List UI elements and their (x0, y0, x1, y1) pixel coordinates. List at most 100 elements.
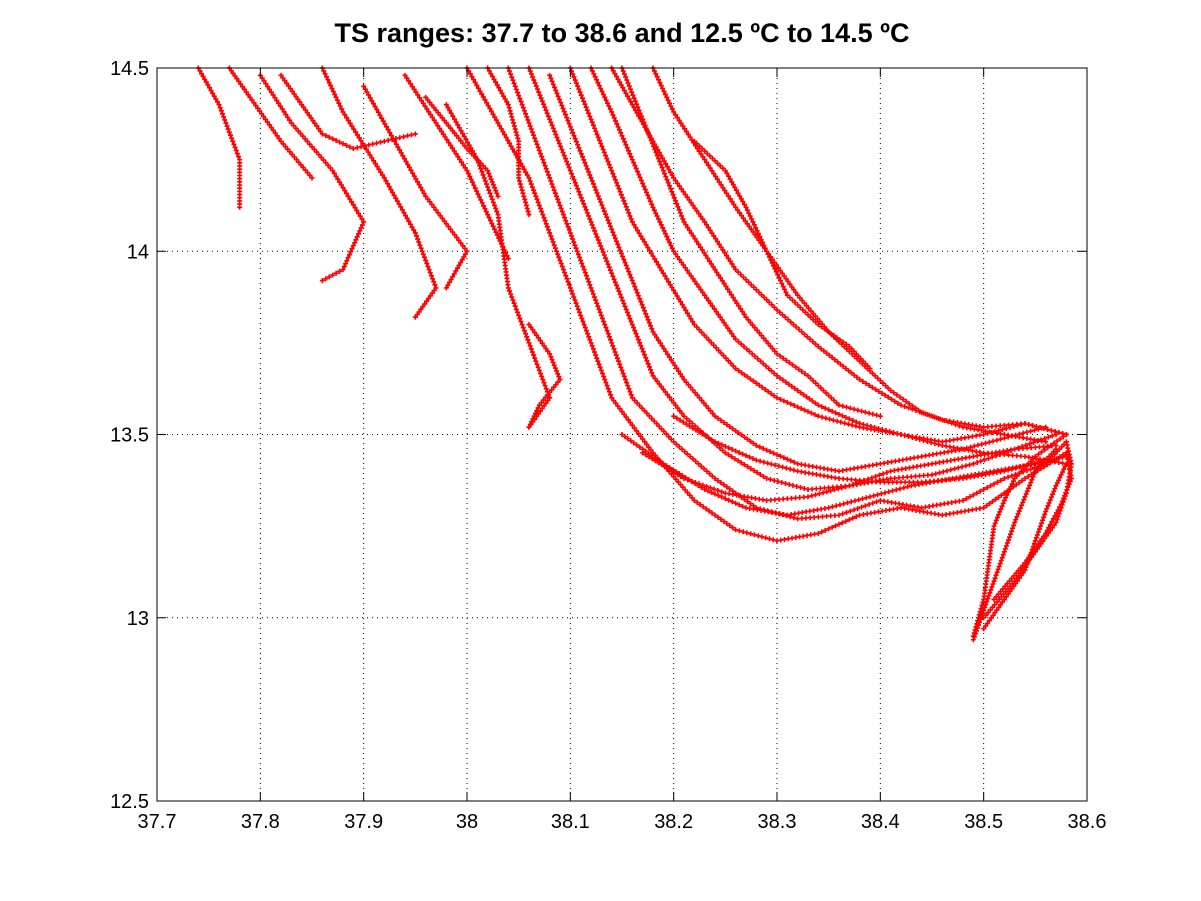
data-point (1005, 467, 1011, 473)
data-point (667, 100, 673, 106)
data-point (289, 88, 295, 94)
data-point (548, 178, 554, 184)
data-point (831, 487, 837, 493)
data-point (637, 340, 643, 346)
data-point (604, 258, 610, 264)
data-point (353, 237, 359, 243)
data-point (712, 475, 718, 481)
data-point (691, 322, 697, 328)
data-point (769, 302, 775, 308)
data-point (847, 508, 853, 514)
data-point (310, 118, 316, 124)
data-point (523, 199, 529, 205)
data-point (589, 343, 595, 349)
data-point (618, 250, 624, 256)
data-point (1057, 436, 1063, 442)
data-point (450, 274, 456, 280)
data-point (409, 84, 415, 90)
data-point (735, 339, 741, 345)
data-point (486, 187, 492, 193)
profile-trace (195, 65, 243, 210)
data-point (529, 419, 535, 425)
data-point (520, 325, 526, 331)
data-point (466, 142, 472, 148)
data-point (665, 180, 671, 186)
data-point (534, 361, 540, 367)
data-point (636, 107, 642, 113)
data-point (272, 130, 278, 136)
data-point (516, 312, 522, 318)
data-point (743, 314, 749, 320)
data-point (735, 207, 741, 213)
data-point (623, 90, 629, 96)
data-point (815, 402, 821, 408)
data-point (1008, 531, 1014, 537)
data-point (289, 151, 295, 157)
data-point (605, 331, 611, 337)
data-point (225, 126, 231, 132)
data-point (651, 143, 657, 149)
data-point (1028, 552, 1034, 558)
data-point (977, 488, 983, 494)
data-point (808, 314, 814, 320)
data-point (562, 215, 568, 221)
data-point (280, 141, 286, 147)
data-point (1030, 423, 1036, 429)
data-point (850, 515, 856, 521)
data-point (305, 170, 311, 176)
data-point (539, 154, 545, 160)
data-point (517, 96, 523, 102)
data-point (642, 186, 648, 192)
data-point (621, 373, 627, 379)
data-point (276, 136, 282, 142)
data-point (744, 374, 750, 380)
data-point (346, 252, 352, 258)
data-point (648, 323, 654, 329)
data-point (490, 223, 496, 229)
data-point (539, 340, 545, 346)
data-point (922, 411, 928, 417)
data-point (462, 165, 468, 171)
data-point (1041, 426, 1047, 432)
data-point (406, 218, 412, 224)
data-point (681, 304, 687, 310)
data-point (701, 250, 707, 256)
data-point (489, 196, 495, 202)
data-point (406, 78, 412, 84)
data-point (293, 94, 299, 100)
data-point (583, 163, 589, 169)
data-point (629, 219, 635, 225)
data-point (874, 412, 880, 418)
data-point (747, 501, 753, 507)
data-point (846, 517, 852, 523)
data-point (413, 89, 419, 95)
data-point (526, 212, 532, 218)
data-point (510, 146, 516, 152)
data-point (571, 133, 577, 139)
data-point (664, 164, 670, 170)
data-point (323, 160, 329, 166)
data-point (991, 523, 997, 529)
data-point (588, 285, 594, 291)
data-point (790, 482, 796, 488)
data-point (543, 221, 549, 227)
data-point (798, 390, 804, 396)
data-point (743, 453, 749, 459)
data-point (459, 159, 465, 165)
data-point (582, 325, 588, 331)
data-point (737, 193, 743, 199)
data-point (730, 295, 736, 301)
data-point (982, 457, 988, 463)
data-point (576, 145, 582, 151)
data-point (679, 374, 685, 380)
data-point (288, 120, 294, 126)
data-point (671, 248, 677, 254)
data-point (1052, 486, 1058, 492)
data-point (581, 201, 587, 207)
data-point (744, 499, 750, 505)
data-point (712, 439, 718, 445)
data-point (696, 327, 702, 333)
data-point (412, 131, 418, 137)
data-point (690, 425, 696, 431)
data-point (306, 112, 312, 118)
